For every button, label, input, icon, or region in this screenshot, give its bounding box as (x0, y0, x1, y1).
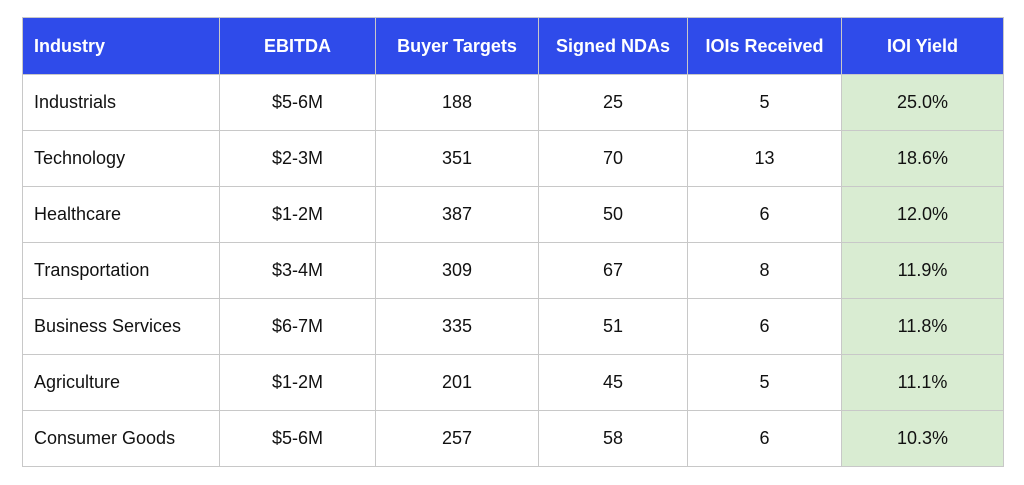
cell-industry: Consumer Goods (22, 410, 220, 467)
cell-ebitda: $3-4M (219, 242, 376, 299)
table-row: Transportation $3-4M 309 67 8 11.9% (22, 242, 1004, 299)
cell-ioi-yield: 11.9% (841, 242, 1004, 299)
cell-iois-received: 8 (687, 242, 842, 299)
cell-ioi-yield: 12.0% (841, 186, 1004, 243)
cell-ioi-yield: 10.3% (841, 410, 1004, 467)
cell-ebitda: $6-7M (219, 298, 376, 355)
data-table: Industry EBITDA Buyer Targets Signed NDA… (22, 17, 1004, 467)
cell-ebitda: $2-3M (219, 130, 376, 187)
column-header-industry: Industry (22, 17, 220, 75)
cell-iois-received: 6 (687, 186, 842, 243)
header-row: Industry EBITDA Buyer Targets Signed NDA… (22, 17, 1004, 75)
cell-iois-received: 5 (687, 74, 842, 131)
cell-ebitda: $1-2M (219, 186, 376, 243)
cell-ioi-yield: 18.6% (841, 130, 1004, 187)
cell-signed-ndas: 70 (538, 130, 688, 187)
cell-industry: Technology (22, 130, 220, 187)
cell-iois-received: 6 (687, 410, 842, 467)
cell-ioi-yield: 11.1% (841, 354, 1004, 411)
column-header-signed-ndas: Signed NDAs (538, 17, 688, 75)
table-row: Technology $2-3M 351 70 13 18.6% (22, 130, 1004, 187)
column-header-buyer-targets: Buyer Targets (375, 17, 539, 75)
column-header-ioi-yield: IOI Yield (841, 17, 1004, 75)
table-row: Healthcare $1-2M 387 50 6 12.0% (22, 186, 1004, 243)
table-body: Industrials $5-6M 188 25 5 25.0% Technology $2-… (22, 74, 1004, 467)
cell-buyer-targets: 335 (375, 298, 539, 355)
table-row: Business Services $6-7M 335 51 6 11.8% (22, 298, 1004, 355)
cell-ioi-yield: 11.8% (841, 298, 1004, 355)
cell-industry: Business Services (22, 298, 220, 355)
cell-buyer-targets: 351 (375, 130, 539, 187)
table-row: Agriculture $1-2M 201 45 5 11.1% (22, 354, 1004, 411)
cell-buyer-targets: 188 (375, 74, 539, 131)
table-header: Industry EBITDA Buyer Targets Signed NDA… (22, 17, 1004, 75)
cell-signed-ndas: 45 (538, 354, 688, 411)
cell-buyer-targets: 201 (375, 354, 539, 411)
cell-signed-ndas: 58 (538, 410, 688, 467)
cell-industry: Industrials (22, 74, 220, 131)
cell-ebitda: $1-2M (219, 354, 376, 411)
cell-industry: Healthcare (22, 186, 220, 243)
cell-ebitda: $5-6M (219, 410, 376, 467)
table-row: Consumer Goods $5-6M 257 58 6 10.3% (22, 410, 1004, 467)
cell-industry: Agriculture (22, 354, 220, 411)
cell-signed-ndas: 50 (538, 186, 688, 243)
cell-buyer-targets: 387 (375, 186, 539, 243)
cell-ioi-yield: 25.0% (841, 74, 1004, 131)
column-header-ebitda: EBITDA (219, 17, 376, 75)
cell-signed-ndas: 51 (538, 298, 688, 355)
cell-signed-ndas: 25 (538, 74, 688, 131)
cell-buyer-targets: 309 (375, 242, 539, 299)
cell-iois-received: 13 (687, 130, 842, 187)
cell-signed-ndas: 67 (538, 242, 688, 299)
cell-iois-received: 5 (687, 354, 842, 411)
cell-iois-received: 6 (687, 298, 842, 355)
cell-buyer-targets: 257 (375, 410, 539, 467)
column-header-iois-received: IOIs Received (687, 17, 842, 75)
cell-ebitda: $5-6M (219, 74, 376, 131)
table-row: Industrials $5-6M 188 25 5 25.0% (22, 74, 1004, 131)
cell-industry: Transportation (22, 242, 220, 299)
